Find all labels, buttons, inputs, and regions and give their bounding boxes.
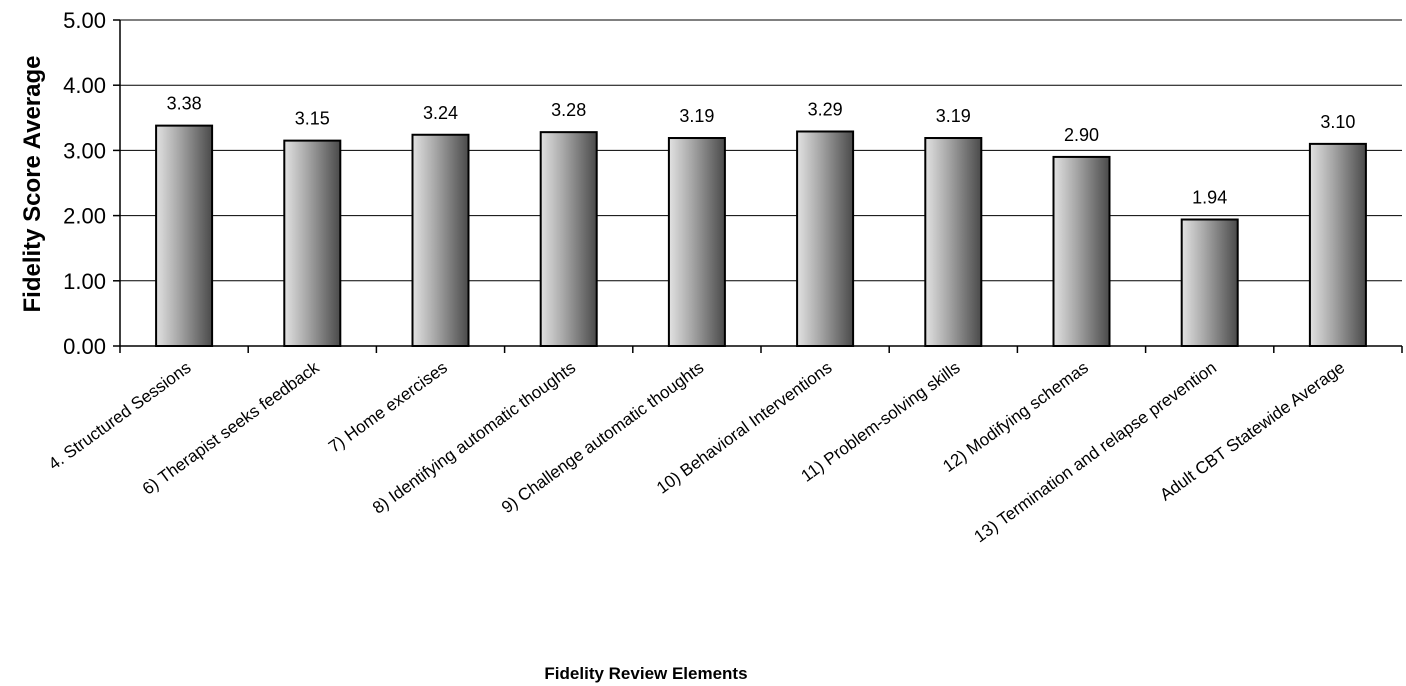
x-tick-label: 7) Home exercises — [325, 358, 451, 457]
data-label: 3.15 — [295, 109, 330, 129]
data-label: 3.28 — [551, 100, 586, 120]
y-axis-title: Fidelity Score Average — [19, 56, 46, 313]
bars — [155, 124, 1367, 348]
x-tick-label: 4. Structured Sessions — [45, 358, 195, 474]
data-label: 1.94 — [1192, 188, 1227, 208]
x-tick-label: 9) Challenge automatic thoughts — [498, 358, 707, 517]
data-labels: 3.38 3.15 3.24 3.28 3.19 3.29 3.19 2.90 1.94 3.10 — [167, 94, 1356, 208]
data-label: 3.38 — [167, 94, 202, 114]
data-label: 3.24 — [423, 103, 458, 123]
y-tick-label: 3.00 — [63, 138, 106, 163]
bar — [1052, 155, 1111, 347]
y-tick-label: 4.00 — [63, 73, 106, 98]
bar — [796, 130, 855, 347]
y-tick-label: 5.00 — [63, 8, 106, 33]
bar — [667, 137, 726, 347]
data-label: 3.19 — [679, 106, 714, 126]
bar — [924, 137, 983, 347]
bar — [411, 133, 470, 347]
bar — [283, 139, 342, 347]
y-tick-label: 0.00 — [63, 334, 106, 359]
y-tick-label: 2.00 — [63, 204, 106, 229]
x-tick-label: 13) Termination and relapse prevention — [971, 358, 1220, 547]
data-label: 3.10 — [1320, 112, 1355, 132]
data-label: 3.19 — [936, 106, 971, 126]
x-tick-label: 8) Identifying automatic thoughts — [369, 358, 579, 518]
y-tick-labels: 0.00 1.00 2.00 3.00 4.00 5.00 — [63, 8, 106, 359]
bar — [1180, 218, 1239, 347]
bar — [539, 131, 598, 347]
x-tick-label: 12) Modifying schemas — [939, 358, 1092, 476]
bar — [155, 124, 214, 348]
y-tick-label: 1.00 — [63, 269, 106, 294]
x-axis-title: Fidelity Review Elements — [544, 664, 747, 683]
data-label: 2.90 — [1064, 125, 1099, 145]
data-label: 3.29 — [808, 99, 843, 119]
axes — [113, 19, 1403, 353]
bar — [1308, 142, 1367, 347]
